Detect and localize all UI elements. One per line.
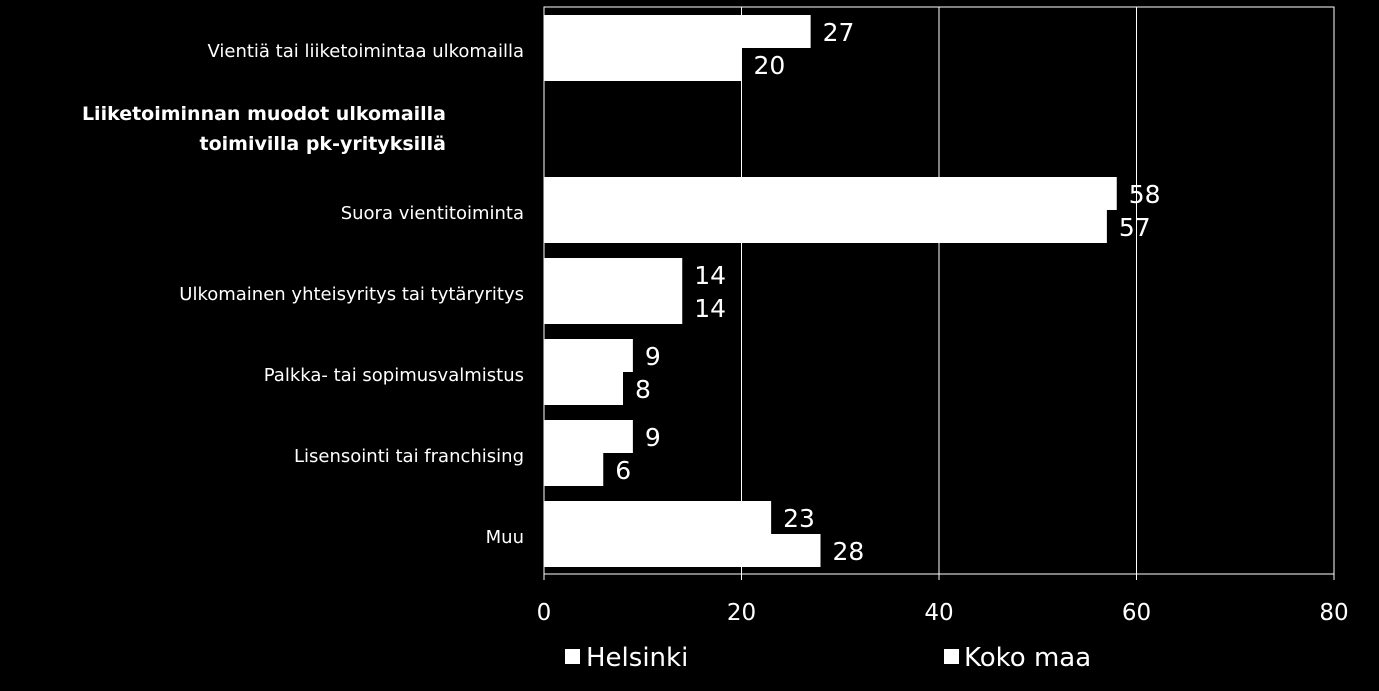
data-label: 20	[754, 51, 786, 80]
legend-swatch-helsinki	[565, 649, 580, 664]
category-label: Ulkomainen yhteisyritys tai tytäryritys	[179, 284, 524, 305]
bar-helsinki	[544, 177, 1117, 210]
legend-label-koko-maa: Koko maa	[964, 643, 1091, 673]
data-label: 58	[1129, 180, 1161, 209]
section-heading-line-2: toimivilla pk-yrityksillä	[200, 133, 446, 155]
bar-koko-maa	[544, 48, 742, 81]
x-tick-label: 40	[924, 600, 953, 626]
section-heading-line-1: Liiketoiminnan muodot ulkomailla	[82, 103, 446, 125]
category-labels: Vientiä tai liiketoimintaa ulkomailla Suo…	[179, 41, 524, 548]
data-label: 23	[783, 504, 815, 533]
legend-swatch-koko-maa	[944, 649, 959, 664]
data-label: 9	[645, 342, 661, 371]
data-label: 8	[635, 375, 651, 404]
category-label: Muu	[486, 527, 524, 548]
bar-koko-maa	[544, 372, 623, 405]
x-axis-ticks: 0 20 40 60 80	[537, 574, 1349, 626]
legend: Helsinki Koko maa	[565, 643, 1091, 673]
data-label: 57	[1119, 213, 1151, 242]
bar-helsinki	[544, 258, 683, 291]
data-label: 9	[645, 423, 661, 452]
x-tick-label: 60	[1122, 600, 1151, 626]
data-label: 14	[694, 261, 726, 290]
bar-helsinki	[544, 15, 811, 48]
data-label: 6	[615, 456, 631, 485]
bar-helsinki	[544, 501, 772, 534]
x-tick-label: 20	[727, 600, 756, 626]
bar-helsinki	[544, 420, 633, 453]
bar-helsinki	[544, 339, 633, 372]
bar-koko-maa	[544, 534, 821, 567]
x-tick-label: 0	[537, 600, 552, 626]
data-label: 14	[694, 294, 726, 323]
data-label: 27	[823, 18, 855, 47]
data-label: 28	[833, 537, 865, 566]
bars	[544, 15, 1117, 567]
bar-koko-maa	[544, 291, 683, 324]
category-label: Lisensointi tai franchising	[294, 446, 524, 467]
bar-koko-maa	[544, 210, 1107, 243]
bar-koko-maa	[544, 453, 604, 486]
x-tick-label: 80	[1319, 600, 1348, 626]
legend-label-helsinki: Helsinki	[586, 643, 688, 673]
category-label: Palkka- tai sopimusvalmistus	[264, 365, 524, 386]
category-label: Vientiä tai liiketoimintaa ulkomailla	[207, 41, 524, 62]
category-label: Suora vientitoiminta	[341, 203, 524, 224]
